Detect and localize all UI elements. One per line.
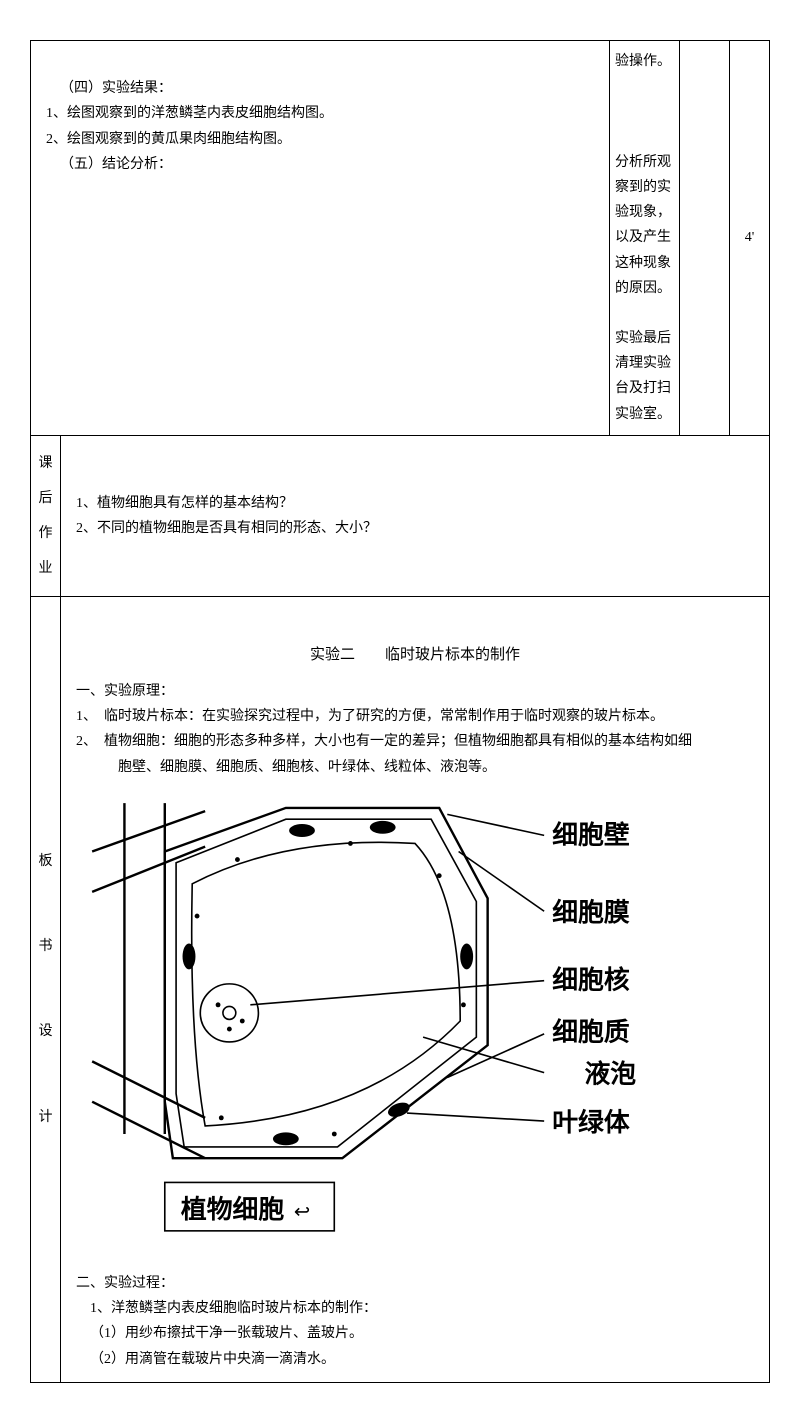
empty-col: [680, 41, 730, 436]
section-results: （四）实验结果： 1、绘图观察到的洋葱鳞茎内表皮细胞结构图。 2、绘图观察到的黄…: [31, 41, 610, 436]
notes-top: 验操作。: [615, 49, 674, 74]
notes-bot3: 台及打扫: [615, 376, 674, 401]
process-header: 二、实验过程：: [76, 1271, 754, 1296]
notes-mid5: 这种现象: [615, 251, 674, 276]
notes-mid2: 察到的实: [615, 175, 674, 200]
process-sub: 1、洋葱鳞茎内表皮细胞临时玻片标本的制作：: [76, 1296, 754, 1321]
homework-label: 课 后 作 业: [31, 435, 61, 596]
label-nucleus: 细胞核: [552, 964, 630, 994]
diagram-caption: 植物细胞: [181, 1194, 284, 1224]
principle-2b: 胞壁、细胞膜、细胞质、细胞核、叶绿体、线粒体、液泡等。: [76, 755, 754, 780]
homework-q2: 2、不同的植物细胞是否具有相同的形态、大小？: [76, 516, 754, 541]
notes-mid6: 的原因。: [615, 276, 674, 301]
step-1: （1）用纱布擦拭干净一张载玻片、盖玻片。: [76, 1321, 754, 1346]
board-design-label: 板 书 设 计: [31, 596, 61, 1382]
notes-column: 验操作。 分析所观 察到的实 验现象， 以及产生 这种现象 的原因。 实验最后 …: [610, 41, 680, 436]
conclusion-title: （五）结论分析：: [46, 152, 594, 177]
notes-bot4: 实验室。: [615, 402, 674, 427]
results-title: （四）实验结果：: [46, 76, 594, 101]
svg-text:↩: ↩: [294, 1202, 310, 1223]
notes-bot2: 清理实验: [615, 351, 674, 376]
cell-diagram: 细胞壁 细胞膜 细胞核 细胞质 液泡 叶绿体 植物细胞 ↩: [76, 795, 754, 1256]
homework-content: 1、植物细胞具有怎样的基本结构？ 2、不同的植物细胞是否具有相同的形态、大小？: [61, 435, 770, 596]
label-chloroplast: 叶绿体: [552, 1108, 630, 1137]
homework-q1: 1、植物细胞具有怎样的基本结构？: [76, 491, 754, 516]
time-value: 4': [745, 230, 755, 245]
board-design-content: 实验二 临时玻片标本的制作 一、实验原理： 1、 临时玻片标本：在实验探究过程中…: [61, 596, 770, 1382]
result-line-1: 1、绘图观察到的洋葱鳞茎内表皮细胞结构图。: [46, 101, 594, 126]
principle-header: 一、实验原理：: [76, 679, 754, 704]
label-cell-membrane: 细胞膜: [552, 897, 630, 927]
principle-1: 1、 临时玻片标本：在实验探究过程中，为了研究的方便，常常制作用于临时观察的玻片…: [76, 704, 754, 729]
notes-mid4: 以及产生: [615, 225, 674, 250]
experiment-title: 实验二 临时玻片标本的制作: [76, 642, 754, 669]
label-cytoplasm: 细胞质: [552, 1016, 630, 1046]
principle-2a: 2、 植物细胞：细胞的形态多种多样，大小也有一定的差异；但植物细胞都具有相似的基…: [76, 729, 754, 754]
notes-mid3: 验现象，: [615, 200, 674, 225]
result-line-2: 2、绘图观察到的黄瓜果肉细胞结构图。: [46, 127, 594, 152]
notes-bot1: 实验最后: [615, 326, 674, 351]
plant-cell-svg: 细胞壁 细胞膜 细胞核 细胞质 液泡 叶绿体 植物细胞 ↩: [76, 795, 754, 1247]
label-cell-wall: 细胞壁: [552, 819, 630, 849]
notes-mid1: 分析所观: [615, 150, 674, 175]
time-column: 4': [730, 41, 770, 436]
step-2: （2）用滴管在载玻片中央滴一滴清水。: [76, 1347, 754, 1372]
label-vacuole: 液泡: [585, 1059, 637, 1088]
